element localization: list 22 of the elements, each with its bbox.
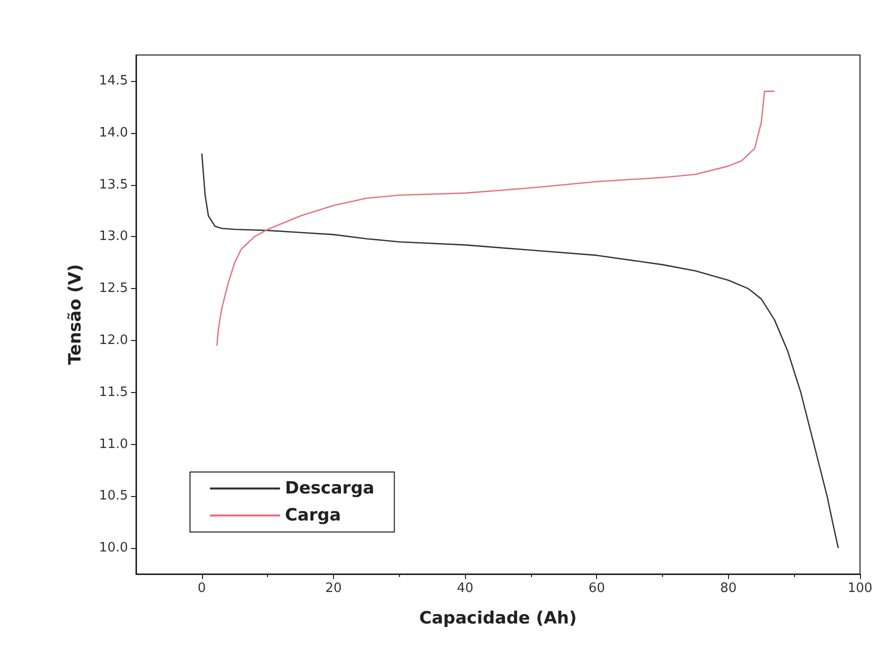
x-tick-label: 0	[198, 581, 206, 596]
y-tick-label: 12.5	[99, 281, 128, 296]
y-tick-label: 14.0	[99, 125, 128, 140]
legend-label: Carga	[285, 506, 341, 526]
x-tick-label: 80	[720, 581, 737, 596]
x-tick-label: 20	[325, 581, 342, 596]
y-tick-label: 11.0	[99, 436, 128, 452]
x-tick-label: 60	[588, 581, 605, 596]
x-tick-label: 40	[456, 581, 474, 596]
y-axis-title: Tensão (V)	[66, 264, 86, 365]
y-tick-label: 12.0	[99, 332, 128, 348]
line-series	[201, 152, 839, 549]
y-tick-label: 14.5	[99, 73, 128, 88]
legend-label: Descarga	[285, 478, 374, 498]
y-tick-label: 10.5	[99, 488, 128, 504]
y-tick-label: 10.0	[99, 540, 128, 556]
line-series	[216, 90, 776, 346]
y-tick-label: 11.5	[99, 384, 128, 400]
x-axis-title: Capacidade (Ah)	[419, 608, 577, 628]
y-tick-label: 13.0	[99, 229, 128, 244]
x-tick-label: 100	[848, 581, 872, 596]
y-tick-label: 13.5	[99, 177, 128, 192]
